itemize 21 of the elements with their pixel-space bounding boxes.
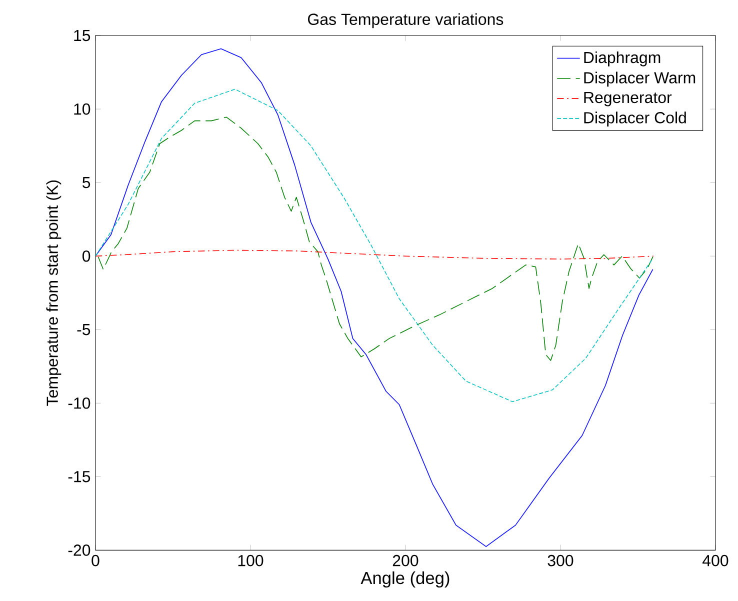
x-axis-title: Angle (deg) <box>360 571 450 588</box>
y-tick-label: -10 <box>68 397 90 409</box>
y-tick-label: 5 <box>82 177 90 188</box>
y-tick-label: 0 <box>82 250 90 262</box>
legend-label: Diaphragm <box>584 51 660 66</box>
line-series <box>95 250 654 260</box>
y-tick-label: -15 <box>68 471 90 482</box>
x-tick-label: 0 <box>92 554 100 566</box>
x-tick-label: 300 <box>548 554 574 566</box>
y-tick-label: 15 <box>74 30 90 42</box>
x-tick-label: 400 <box>702 554 728 566</box>
y-tick-label: -5 <box>77 324 90 336</box>
x-tick-label: 200 <box>392 554 418 566</box>
legend-label: Regenerator <box>584 92 672 106</box>
legend-label: Displacer Cold <box>584 112 686 127</box>
y-axis-title: Temperature from start point (K) <box>46 180 62 406</box>
y-tick-label: 10 <box>74 103 90 115</box>
chart-title: Gas Temperature variations <box>308 13 504 28</box>
y-tick-label: -20 <box>68 544 90 556</box>
legend-label: Displacer Warm <box>584 72 696 87</box>
x-tick-label: 100 <box>238 554 264 566</box>
